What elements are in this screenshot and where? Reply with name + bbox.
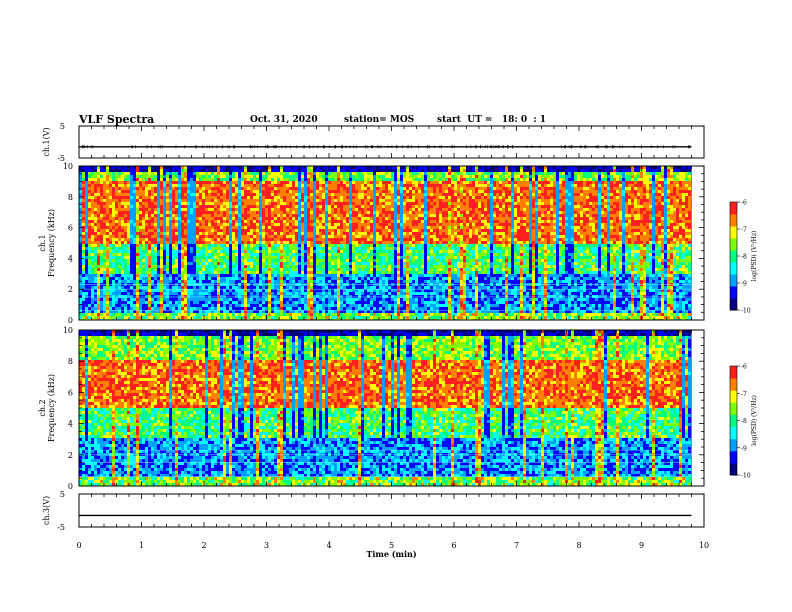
y-tick-label: 2 — [68, 285, 73, 294]
y-axis-label: Frequency (kHz) — [47, 374, 56, 442]
colorbar-segment — [730, 214, 737, 227]
colorbar-segment — [730, 298, 737, 311]
x-tick-label: 3 — [264, 541, 269, 550]
colorbar-tick-label: -7 — [741, 227, 747, 234]
y-tick-label: 4 — [68, 254, 73, 263]
y-tick-label: 6 — [68, 224, 73, 233]
colorbar-segment — [730, 274, 737, 287]
colorbar-segment — [730, 450, 737, 464]
spectrogram-1-image — [79, 166, 692, 320]
y-tick-label: 8 — [68, 357, 73, 366]
colorbar-segment — [730, 402, 737, 415]
colorbar-tick-label: -9 — [741, 281, 747, 288]
colorbar-tick-label: -6 — [741, 200, 747, 207]
x-tick-label: 9 — [639, 541, 644, 550]
colorbar-label: log(PSD) (V²/Hz) — [751, 231, 758, 282]
colorbar-segment — [730, 390, 737, 403]
y-tick-label: -5 — [57, 523, 65, 532]
x-tick-label: 1 — [139, 541, 144, 550]
spectrogram-2-image — [79, 330, 692, 486]
colorbar-segment — [730, 238, 737, 251]
y-tick-label: 0 — [68, 482, 73, 491]
colorbar-segment — [730, 226, 737, 239]
y-tick-label: 5 — [60, 490, 65, 499]
date-label: Oct. 31, 2020 — [250, 115, 318, 125]
start-time-label: start UT = 18: 0 : 1 — [437, 115, 546, 125]
x-tick-label: 6 — [451, 541, 456, 550]
y-tick-label: 0 — [68, 316, 73, 325]
colorbar-tick-label: -8 — [741, 418, 747, 425]
y-tick-label: 10 — [63, 162, 73, 171]
x-tick-label: 10 — [699, 541, 709, 550]
x-tick-label: 8 — [576, 541, 581, 550]
x-tick-label: 5 — [389, 541, 394, 550]
colorbar-tick-label: -8 — [741, 254, 747, 261]
colorbar-tick-label: -10 — [741, 473, 751, 480]
colorbar-segment — [730, 378, 737, 391]
y-tick-label: 2 — [68, 451, 73, 460]
y-axis-label: Frequency (kHz) — [47, 209, 56, 277]
colorbar-segment — [730, 426, 737, 440]
y-axis-label: ch.1(V) — [42, 127, 51, 156]
y-tick-label: -5 — [57, 154, 65, 163]
colorbar-tick-label: -9 — [741, 445, 747, 452]
y-tick-label: 10 — [63, 326, 73, 335]
colorbar-segment — [730, 250, 737, 263]
colorbar-tick-label: -10 — [741, 308, 751, 315]
colorbar-segment — [730, 202, 737, 215]
x-tick-label: 4 — [326, 541, 331, 550]
y-axis-label: ch.1 — [38, 234, 47, 251]
chart-title: VLF Spectra — [79, 113, 154, 126]
colorbar-tick-label: -6 — [741, 364, 747, 371]
x-axis-label: Time (min) — [366, 549, 416, 559]
colorbar-segment — [730, 414, 737, 428]
colorbar-segment — [730, 366, 737, 379]
station-label: station= MOS — [344, 115, 414, 125]
colorbar-label: log(PSD) (V²/Hz) — [751, 395, 758, 446]
colorbar-segment — [730, 286, 737, 299]
x-tick-label: 0 — [76, 541, 81, 550]
x-tick-label: 7 — [514, 541, 519, 550]
y-axis-label: ch.2 — [38, 399, 47, 416]
y-tick-label: 5 — [60, 122, 65, 131]
colorbar-segment — [730, 262, 737, 275]
y-tick-label: 6 — [68, 388, 73, 397]
colorbar-tick-label: -7 — [741, 391, 747, 398]
colorbar-segment — [730, 438, 737, 452]
y-axis-label: ch.3(V) — [42, 496, 51, 525]
y-tick-label: 4 — [68, 420, 73, 429]
x-tick-label: 2 — [201, 541, 206, 550]
y-tick-label: 8 — [68, 193, 73, 202]
colorbar-segment — [730, 462, 737, 476]
